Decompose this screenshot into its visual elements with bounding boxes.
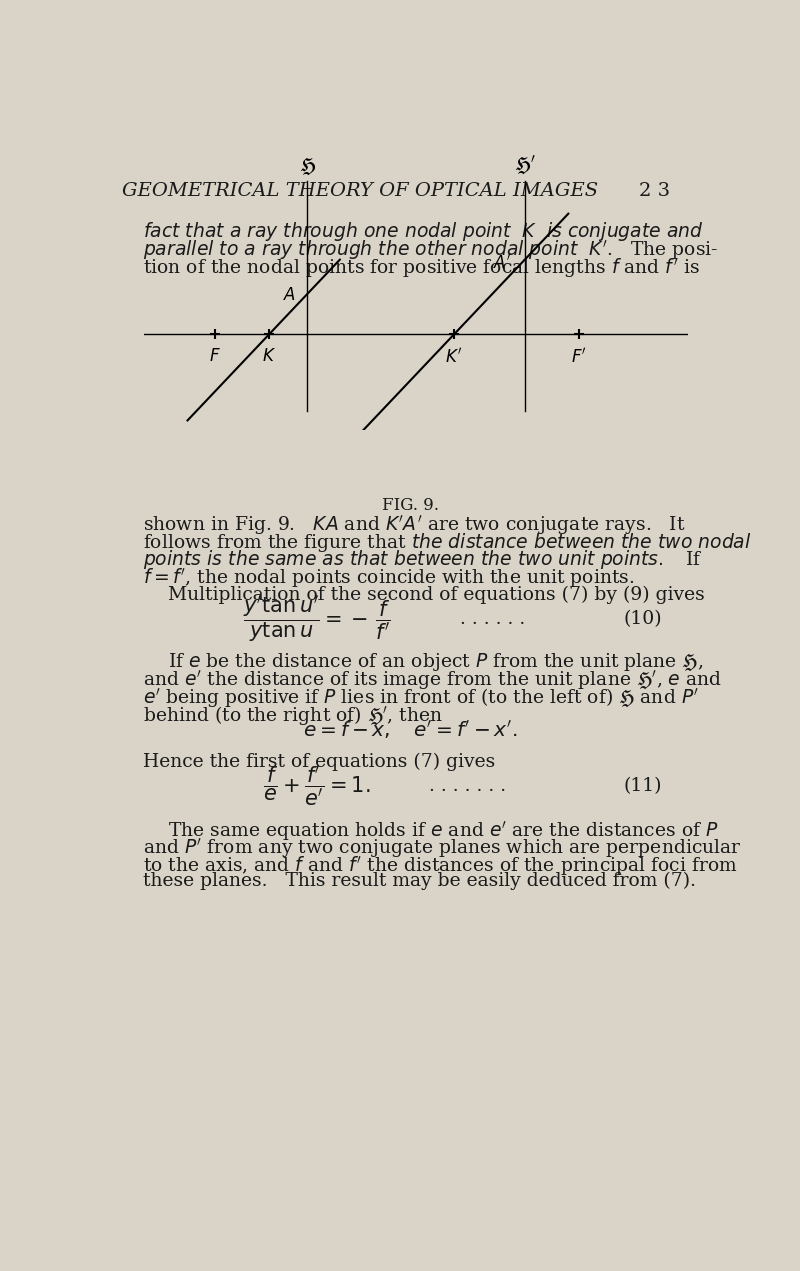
Text: $A'$: $A'$ xyxy=(493,254,511,273)
Text: . . . . . .: . . . . . . xyxy=(459,610,525,628)
Text: If $e$ be the distance of an object $P$ from the unit plane $\mathfrak{H}$,: If $e$ be the distance of an object $P$ … xyxy=(168,652,704,672)
Text: $\dfrac{y' \tan u'}{y \tan u} = -\, \dfrac{f}{f'}$: $\dfrac{y' \tan u'}{y \tan u} = -\, \dfr… xyxy=(243,594,391,644)
Text: shown in Fig. 9.   $KA$ and $K'A'$ are two conjugate rays.   It: shown in Fig. 9. $KA$ and $K'A'$ are two… xyxy=(143,513,686,536)
Text: $e = f - x, \quad e' = f' - x'.$: $e = f - x, \quad e' = f' - x'.$ xyxy=(303,719,517,741)
Text: these planes.   This result may be easily deduced from (7).: these planes. This result may be easily … xyxy=(143,872,696,890)
Text: $\mathfrak{H}$: $\mathfrak{H}$ xyxy=(298,158,316,178)
Text: $\mathfrak{H}'$: $\mathfrak{H}'$ xyxy=(514,154,536,178)
Text: (11): (11) xyxy=(623,778,662,796)
Text: and $P'$ from any two conjugate planes which are perpendicular: and $P'$ from any two conjugate planes w… xyxy=(143,836,742,860)
Text: GEOMETRICAL THEORY OF OPTICAL IMAGES: GEOMETRICAL THEORY OF OPTICAL IMAGES xyxy=(122,182,598,200)
Text: $\mathit{fact\ that\ a\ ray\ through\ one\ nodal\ point}$  $K$  $\mathit{is\ con: $\mathit{fact\ that\ a\ ray\ through\ on… xyxy=(143,220,704,243)
Text: . . . . . . .: . . . . . . . xyxy=(429,778,506,796)
Text: Hence the first of equations (7) gives: Hence the first of equations (7) gives xyxy=(143,752,496,770)
Text: (10): (10) xyxy=(623,610,662,628)
Text: behind (to the right of) $\mathfrak{H}'$, then: behind (to the right of) $\mathfrak{H}'$… xyxy=(143,704,443,728)
Text: and $e'$ the distance of its image from the unit plane $\mathfrak{H}'$, $e$ and: and $e'$ the distance of its image from … xyxy=(143,670,722,693)
Text: FIG. 9.: FIG. 9. xyxy=(382,497,438,513)
Text: tion of the nodal points for positive focal lengths $f$ and $f'$ is: tion of the nodal points for positive fo… xyxy=(143,255,700,280)
Text: Multiplication of the second of equations (7) by (9) gives: Multiplication of the second of equation… xyxy=(168,585,705,604)
Text: $F'$: $F'$ xyxy=(571,348,587,367)
Text: $F$: $F$ xyxy=(209,348,221,365)
Text: 2 3: 2 3 xyxy=(639,182,670,200)
Text: $K$: $K$ xyxy=(262,348,276,365)
Text: to the axis, and $f$ and $f'$ the distances of the principal foci from: to the axis, and $f$ and $f'$ the distan… xyxy=(143,854,738,878)
Text: $e'$ being positive if $P$ lies in front of (to the left of) $\mathfrak{H}$ and : $e'$ being positive if $P$ lies in front… xyxy=(143,686,699,710)
Text: $\mathit{points\ is\ the\ same\ as\ that\ between\ the\ two\ unit\ points.}$   I: $\mathit{points\ is\ the\ same\ as\ that… xyxy=(143,548,703,571)
Text: $f = f'$, the nodal points coincide with the unit points.: $f = f'$, the nodal points coincide with… xyxy=(143,566,634,590)
Text: $K'$: $K'$ xyxy=(446,348,462,367)
Text: $\dfrac{f}{e} + \dfrac{f'}{e'} = 1.$: $\dfrac{f}{e} + \dfrac{f'}{e'} = 1.$ xyxy=(263,764,370,808)
Text: follows from the figure that $\mathit{the\ distance\ between\ the\ two\ nodal}$: follows from the figure that $\mathit{th… xyxy=(143,530,752,554)
Text: $\mathit{parallel\ to\ a\ ray\ through\ the\ other\ nodal\ point}$  $K'$.   The : $\mathit{parallel\ to\ a\ ray\ through\ … xyxy=(143,238,719,262)
Text: The same equation holds if $e$ and $e'$ are the distances of $P$: The same equation holds if $e$ and $e'$ … xyxy=(168,819,718,843)
Text: $A$: $A$ xyxy=(283,287,296,305)
